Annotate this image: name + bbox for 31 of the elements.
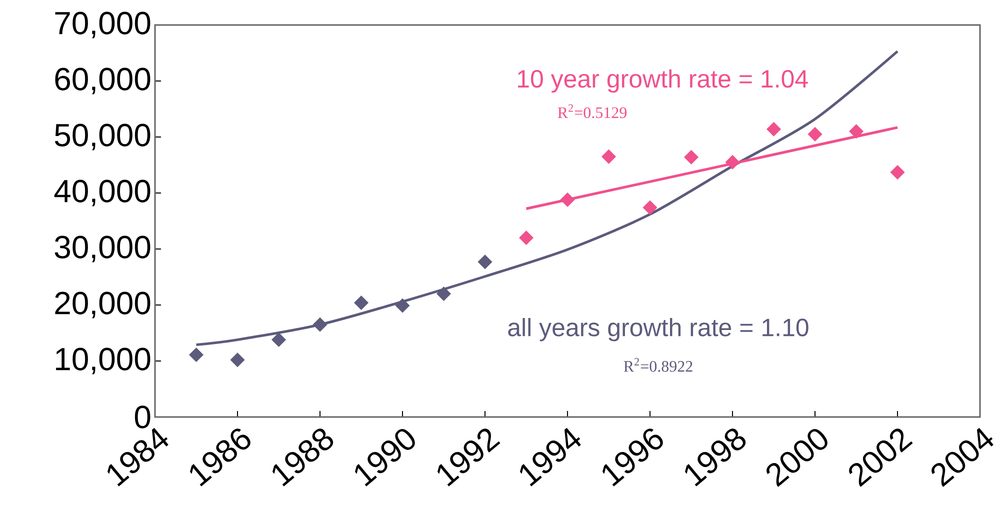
annotation: 10 year growth rate = 1.04 bbox=[518, 69, 808, 93]
y-tick-label: 50,000 bbox=[54, 124, 150, 150]
point bbox=[436, 286, 452, 302]
y-tick-label: 60,000 bbox=[55, 68, 150, 94]
y-tick-label: 0 bbox=[134, 406, 150, 428]
point bbox=[312, 317, 328, 332]
y-tick-label: 20,000 bbox=[55, 292, 150, 318]
annotation: R$^{2}$=0.8922 bbox=[624, 358, 692, 372]
y-tick-label: 40,000 bbox=[54, 180, 150, 206]
point bbox=[188, 348, 204, 362]
point bbox=[518, 230, 534, 246]
point bbox=[808, 126, 822, 142]
point bbox=[478, 254, 492, 270]
point bbox=[560, 192, 575, 207]
annotation: all years growth rate = 1.10 bbox=[508, 318, 808, 342]
point bbox=[230, 352, 245, 368]
point bbox=[395, 298, 410, 313]
point bbox=[354, 295, 369, 310]
point bbox=[848, 124, 864, 139]
point bbox=[684, 150, 699, 164]
point bbox=[271, 332, 286, 347]
y-tick-label: 30,000 bbox=[54, 236, 150, 262]
y-tick-label: 10,000 bbox=[56, 348, 150, 374]
point bbox=[890, 165, 905, 180]
point bbox=[725, 154, 740, 170]
annotation: R$^{2}$=0.5129 bbox=[558, 104, 626, 118]
y-tick-label: 70,000 bbox=[55, 12, 150, 38]
point bbox=[766, 122, 782, 136]
point bbox=[642, 200, 658, 215]
line-series bbox=[194, 50, 899, 346]
point bbox=[601, 149, 616, 164]
